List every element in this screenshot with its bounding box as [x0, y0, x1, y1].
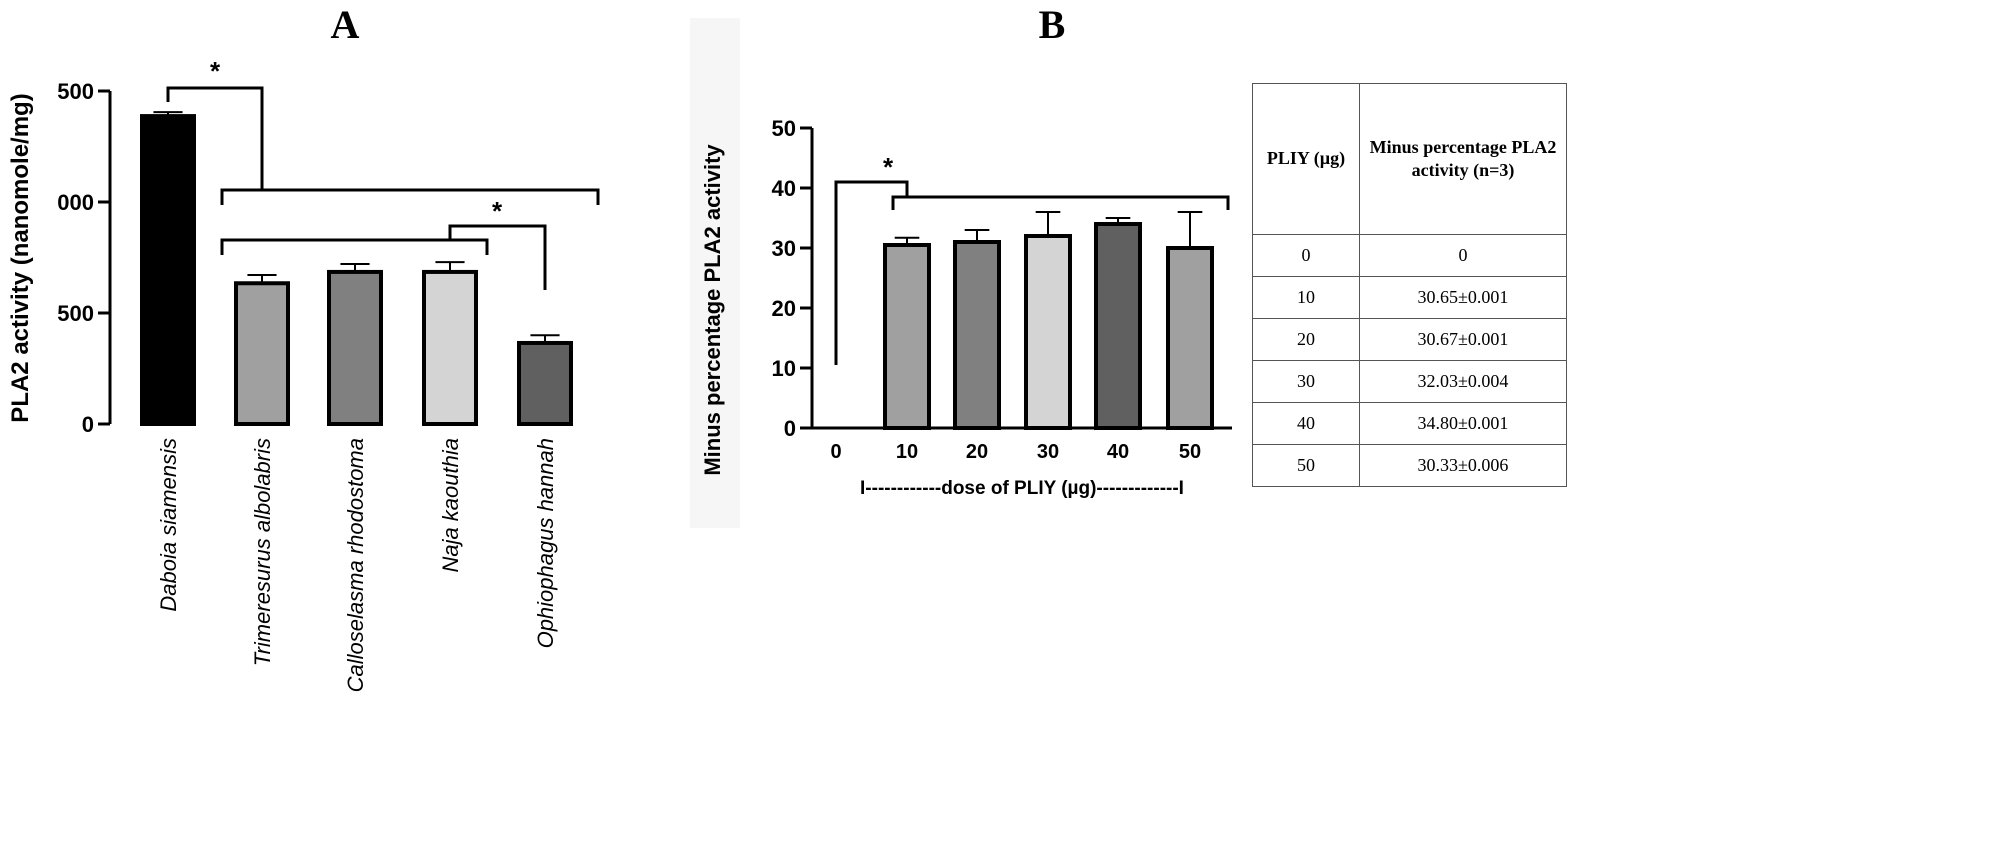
table-row: 30 32.03±0.004 — [1252, 360, 1567, 403]
x-tick-label: 20 — [966, 441, 988, 463]
bar — [422, 269, 478, 426]
bracket-a-3 — [220, 238, 489, 255]
bracket-a-4 — [448, 224, 547, 290]
significance-brackets — [166, 86, 1230, 365]
table-cell: 10 — [1252, 276, 1360, 319]
y-tick-label: 10 — [772, 356, 796, 381]
bar — [1166, 246, 1214, 430]
table-cell: 50 — [1252, 444, 1360, 487]
y-tick-label: 30 — [772, 236, 796, 261]
y-tick-label: 500 — [57, 301, 94, 326]
table-cell: 32.03±0.004 — [1359, 360, 1567, 403]
significance-star: * — [492, 196, 503, 226]
bracket-a-2 — [220, 188, 600, 205]
bracket-b-2 — [891, 195, 1230, 210]
table-header: PLIY (µg) — [1252, 83, 1360, 235]
bar — [1094, 222, 1142, 430]
table-cell: 30.65±0.001 — [1359, 276, 1567, 319]
y-tick-label: 50 — [772, 116, 796, 141]
table-row: 50 30.33±0.006 — [1252, 444, 1567, 487]
x-tick-label: Daboia siamensis — [156, 438, 181, 612]
table-cell: 20 — [1252, 318, 1360, 361]
x-tick-label: 50 — [1179, 441, 1201, 463]
x-tick-label: Calloselasma rhodostoma — [343, 438, 368, 692]
bar — [953, 240, 1001, 430]
panel-a-title: A — [331, 2, 360, 47]
table-row: 10 30.65±0.001 — [1252, 276, 1567, 319]
bar — [883, 243, 931, 430]
table-header: Minus percentage PLA2 activity (n=3) — [1359, 83, 1567, 235]
table-cell: 0 — [1252, 234, 1360, 277]
table-row: 20 30.67±0.001 — [1252, 318, 1567, 361]
bar — [1024, 234, 1072, 430]
significance-star: * — [883, 152, 894, 182]
bar — [517, 340, 573, 426]
bar — [140, 114, 196, 426]
panel-b-title: B — [1039, 2, 1066, 47]
y-tick-label: 0 — [784, 416, 796, 441]
table-cell: 30.33±0.006 — [1359, 444, 1567, 487]
x-tick-label: Ophiophagus hannah — [533, 438, 558, 648]
panel-b-xlabel: I------------dose of PLIY (µg)----------… — [860, 478, 1184, 499]
table-row: 40 34.80±0.001 — [1252, 402, 1567, 445]
table-cell: 34.80±0.001 — [1359, 402, 1567, 445]
significance-star: * — [210, 56, 221, 86]
table-cell: 30.67±0.001 — [1359, 318, 1567, 361]
x-tick-label: Trimeresurus albolabris — [250, 438, 275, 666]
panel-b-ylabel: Minus percentage PLA2 activity — [700, 144, 725, 476]
x-tick-label: Naja kaouthia — [438, 438, 463, 573]
x-tick-label: 40 — [1107, 441, 1129, 463]
bracket-a-1 — [166, 86, 264, 190]
y-tick-label: 500 — [57, 79, 94, 104]
y-tick-label: 0 — [82, 412, 94, 437]
bracket-b-1 — [834, 180, 909, 365]
x-tick-label: 30 — [1037, 441, 1059, 463]
x-tick-label: 0 — [830, 441, 841, 463]
panel-a-ylabel: PLA2 activity (nanomole/mg) — [7, 93, 34, 422]
bar — [234, 281, 290, 427]
table-cell: 0 — [1359, 234, 1567, 277]
bar — [327, 269, 383, 426]
table-cell: 40 — [1252, 402, 1360, 445]
table-cell: 30 — [1252, 360, 1360, 403]
panel-b-label-background — [690, 18, 740, 528]
y-tick-label: 000 — [57, 190, 94, 215]
y-tick-label: 40 — [772, 176, 796, 201]
y-tick-label: 20 — [772, 296, 796, 321]
table-header-row: PLIY (µg) Minus percentage PLA2 activity… — [1252, 83, 1567, 235]
x-tick-label: 10 — [896, 441, 918, 463]
results-table: PLIY (µg) Minus percentage PLA2 activity… — [1252, 83, 1567, 487]
